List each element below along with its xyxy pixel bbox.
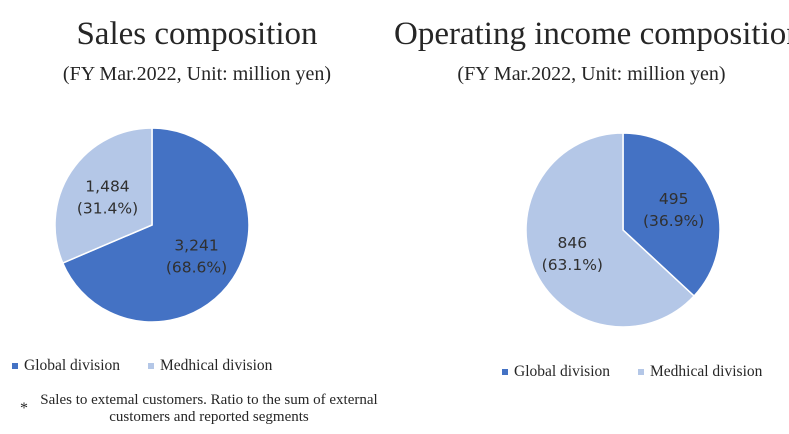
legend-label-global: Global division <box>514 363 611 380</box>
footnote-text: Sales to extemal customers. Ratio to the… <box>40 392 378 425</box>
slice-percent-label: (36.9%) <box>643 212 704 230</box>
legend-label-medhical: Medhical division <box>650 363 763 380</box>
slice-percent-label: (68.6%) <box>166 258 227 276</box>
legend-swatch-medhical <box>148 363 155 369</box>
chart-subtitle: (FY Mar.2022, Unit: million yen) <box>62 63 332 85</box>
pie-slice-global <box>622 132 721 298</box>
slice-value-label: 495 <box>659 190 689 208</box>
legend-item-global: Global division <box>12 357 120 375</box>
slice-percent-label: (63.1%) <box>542 256 603 274</box>
legend-label-global: Global division <box>24 357 121 374</box>
operating-income-pie-chart: 495 (36.9%) 846 (63.1%) <box>525 132 721 328</box>
slice-percent-label: (31.4%) <box>77 200 138 218</box>
legend-swatch-global <box>502 369 508 375</box>
sales-composition-panel: Sales composition (FY Mar.2022, Unit: mi… <box>0 0 394 434</box>
sales-pie-chart: 3,241 (68.6%) 1,484 (31.4%) <box>54 127 250 323</box>
legend-item-medhical: Medhical division <box>148 357 272 375</box>
legend-item-medhical: Medhical division <box>638 363 762 381</box>
footnote: * Sales to extemal customers. Ratio to t… <box>20 392 400 426</box>
legend-swatch-medhical <box>638 369 645 375</box>
legend-swatch-global <box>12 363 18 369</box>
legend-label-medhical: Medhical division <box>160 357 273 374</box>
slice-value-label: 3,241 <box>174 236 218 254</box>
operating-income-composition-panel: Operating income composition (FY Mar.202… <box>394 0 789 434</box>
chart-subtitle: (FY Mar.2022, Unit: million yen) <box>457 63 726 85</box>
pie-slice-medhical <box>525 132 696 328</box>
slice-value-label: 846 <box>558 234 588 252</box>
slice-value-label: 1,484 <box>85 178 129 196</box>
legend: Global division Medhical division <box>502 363 762 381</box>
chart-title: Sales composition <box>76 16 318 52</box>
legend-item-global: Global division <box>502 363 610 381</box>
pie-slice-medhical <box>54 127 153 264</box>
footnote-asterisk: * <box>20 400 28 417</box>
legend: Global division Medhical division <box>12 357 272 375</box>
chart-title: Operating income composition <box>394 16 789 52</box>
pie-slice-global <box>61 127 250 323</box>
